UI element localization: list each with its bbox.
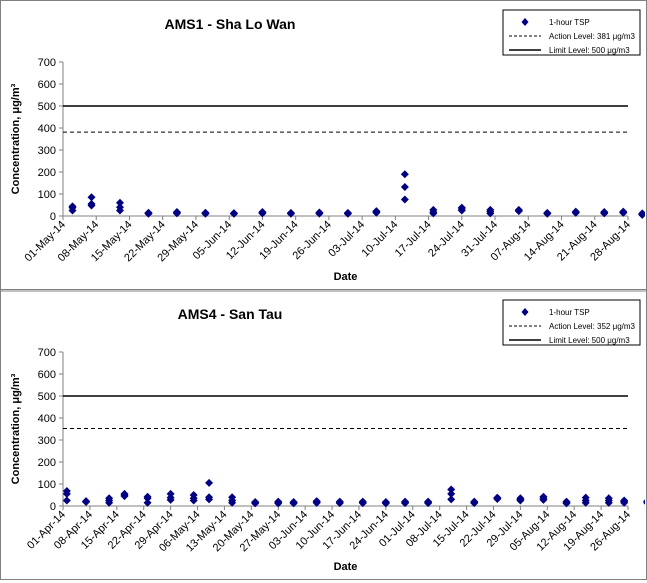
y-tick-label: 400 — [38, 413, 56, 425]
y-axis-label: Concentration, μg/m³ — [10, 83, 22, 194]
data-point — [258, 209, 267, 218]
data-point — [400, 195, 409, 204]
data-point — [429, 209, 438, 218]
data-point — [600, 209, 609, 218]
y-tick-label: 100 — [38, 479, 56, 491]
data-point — [470, 499, 479, 508]
data-point — [571, 208, 580, 217]
data-point — [274, 499, 283, 508]
y-tick-label: 600 — [38, 369, 56, 381]
data-point — [115, 198, 124, 207]
y-tick-label: 700 — [38, 57, 56, 69]
data-point — [620, 498, 629, 507]
data-point — [87, 201, 96, 210]
data-point — [251, 499, 260, 508]
y-tick-label: 500 — [38, 101, 56, 113]
legend-label: Limit Level: 500 μg/m3 — [549, 46, 630, 55]
chart-title: AMS1 - Sha Lo Wan — [165, 16, 296, 32]
y-tick-label: 0 — [50, 501, 56, 513]
y-tick-label: 0 — [50, 211, 56, 223]
data-point — [105, 498, 114, 507]
data-point — [289, 499, 298, 508]
panel-divider — [1, 289, 646, 292]
data-point — [486, 209, 495, 218]
data-point — [424, 499, 433, 508]
y-tick-label: 300 — [38, 145, 56, 157]
data-point — [619, 208, 628, 217]
data-point — [447, 489, 456, 498]
data-point — [172, 209, 181, 218]
y-tick-label: 700 — [38, 347, 56, 359]
legend-label: 1-hour TSP — [549, 308, 590, 317]
data-point — [62, 489, 71, 498]
data-point — [87, 193, 96, 202]
data-point — [343, 209, 352, 218]
y-tick-label: 500 — [38, 391, 56, 403]
y-tick-label: 400 — [38, 123, 56, 135]
data-point — [493, 494, 502, 503]
data-point — [516, 496, 525, 505]
legend-label: Limit Level: 500 μg/m3 — [549, 336, 630, 345]
chart-ams4: AMS4 - San Tau 0 100 200 300 400 500 600 700 Conc… — [10, 299, 647, 573]
data-point — [143, 494, 152, 503]
data-point — [312, 498, 321, 507]
legend-marker — [521, 18, 529, 26]
data-point — [604, 498, 613, 507]
data-point — [82, 498, 91, 507]
y-tick-label: 200 — [38, 167, 56, 179]
data-point — [400, 170, 409, 179]
y-tick-label: 100 — [38, 189, 56, 201]
legend-box — [502, 9, 641, 56]
data-point — [358, 499, 367, 508]
data-point — [401, 499, 410, 508]
data-point — [228, 498, 237, 507]
data-point — [539, 495, 548, 504]
data-point — [457, 206, 466, 215]
data-point — [62, 496, 71, 505]
legend-box — [502, 299, 641, 346]
data-point — [68, 202, 77, 211]
data-point — [447, 495, 456, 504]
y-tick-label: 300 — [38, 435, 56, 447]
data-point — [205, 478, 214, 487]
data-point — [205, 495, 214, 504]
legend-marker — [521, 308, 529, 316]
chart-panel-ams4: AMS4 - San Tau 0 100 200 300 400 500 600 700 Conc… — [2, 292, 647, 578]
x-axis-label: Date — [334, 561, 358, 573]
data-point — [189, 496, 198, 505]
data-point — [120, 492, 129, 501]
data-point — [315, 209, 324, 218]
data-point — [581, 498, 590, 507]
data-point — [543, 209, 552, 218]
data-point — [201, 209, 210, 218]
legend-label: 1-hour TSP — [549, 18, 590, 27]
data-point — [562, 499, 571, 508]
x-axis-label: Date — [334, 271, 358, 283]
data-point — [115, 206, 124, 215]
legend-label: Action Level: 381 μg/m3 — [549, 32, 636, 41]
data-point — [229, 209, 238, 218]
chart-ams1: AMS1 - Sha Lo Wan 0 100 200 300 400 500 600 700 C… — [10, 9, 647, 283]
data-point — [372, 208, 381, 217]
chart-panel-ams1: AMS1 - Sha Lo Wan 0 100 200 300 400 500 600 700 C… — [2, 2, 647, 289]
data-point — [381, 499, 390, 508]
data-point — [143, 498, 152, 507]
data-point — [144, 209, 153, 218]
chart-title: AMS4 - San Tau — [178, 306, 283, 322]
data-point — [400, 182, 409, 191]
data-point — [335, 499, 344, 508]
y-axis-label: Concentration, μg/m³ — [10, 373, 22, 484]
legend-label: Action Level: 352 μg/m3 — [549, 322, 636, 331]
data-point — [514, 207, 523, 216]
data-point — [638, 210, 647, 219]
y-tick-label: 200 — [38, 457, 56, 469]
y-tick-label: 600 — [38, 79, 56, 91]
data-point — [286, 209, 295, 218]
data-point — [447, 485, 456, 494]
data-point — [166, 495, 175, 504]
